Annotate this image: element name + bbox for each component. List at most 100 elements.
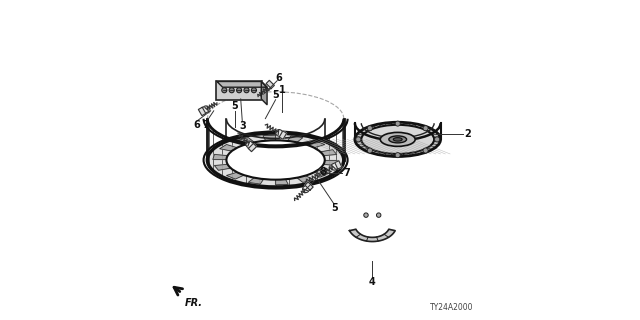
Polygon shape	[397, 140, 435, 149]
Polygon shape	[397, 140, 440, 142]
Polygon shape	[248, 178, 264, 184]
Polygon shape	[363, 140, 397, 151]
Text: 6: 6	[193, 120, 200, 130]
Circle shape	[252, 88, 257, 93]
Polygon shape	[387, 123, 397, 140]
Polygon shape	[276, 179, 288, 185]
Polygon shape	[227, 172, 244, 179]
Polygon shape	[367, 140, 397, 153]
Polygon shape	[358, 132, 397, 140]
Polygon shape	[305, 182, 313, 190]
Text: 3: 3	[239, 121, 246, 131]
Polygon shape	[397, 140, 420, 155]
Polygon shape	[375, 124, 397, 140]
Polygon shape	[355, 140, 397, 143]
Polygon shape	[356, 134, 397, 140]
Polygon shape	[397, 140, 431, 151]
Polygon shape	[397, 140, 437, 147]
Polygon shape	[355, 137, 397, 140]
Polygon shape	[397, 140, 401, 156]
Text: 5: 5	[332, 203, 338, 212]
Polygon shape	[287, 136, 303, 142]
Polygon shape	[198, 107, 206, 116]
Polygon shape	[397, 122, 404, 140]
Circle shape	[264, 84, 271, 91]
Circle shape	[222, 88, 227, 93]
Circle shape	[237, 88, 242, 93]
Circle shape	[276, 130, 282, 136]
Polygon shape	[307, 141, 324, 148]
FancyBboxPatch shape	[216, 81, 262, 100]
Polygon shape	[397, 140, 408, 156]
Ellipse shape	[227, 140, 324, 180]
Polygon shape	[397, 133, 438, 140]
Polygon shape	[365, 127, 397, 140]
Polygon shape	[394, 122, 397, 140]
Polygon shape	[361, 129, 397, 140]
Circle shape	[435, 137, 440, 142]
Polygon shape	[349, 229, 395, 242]
Polygon shape	[372, 140, 397, 154]
Polygon shape	[397, 140, 426, 153]
Text: 8: 8	[320, 167, 326, 177]
Polygon shape	[385, 140, 397, 156]
Circle shape	[376, 213, 381, 217]
Polygon shape	[381, 123, 397, 140]
Polygon shape	[324, 160, 339, 165]
Polygon shape	[217, 82, 267, 87]
Text: TY24A2000: TY24A2000	[430, 303, 474, 312]
Polygon shape	[248, 143, 257, 152]
Ellipse shape	[380, 132, 415, 146]
Polygon shape	[263, 135, 276, 141]
Circle shape	[317, 170, 323, 177]
Polygon shape	[237, 138, 254, 144]
Polygon shape	[397, 128, 433, 140]
Polygon shape	[370, 125, 397, 140]
Polygon shape	[297, 176, 314, 182]
Polygon shape	[397, 124, 417, 140]
Ellipse shape	[207, 133, 344, 187]
Text: 7: 7	[344, 169, 350, 179]
Ellipse shape	[389, 136, 406, 143]
Text: 4: 4	[369, 277, 376, 287]
Polygon shape	[266, 80, 275, 89]
Circle shape	[395, 153, 400, 158]
Text: 5: 5	[272, 90, 279, 100]
Circle shape	[367, 126, 372, 131]
Polygon shape	[357, 140, 397, 146]
Polygon shape	[378, 140, 397, 155]
Text: 2: 2	[464, 129, 471, 139]
Polygon shape	[397, 135, 440, 140]
Circle shape	[395, 121, 400, 126]
Polygon shape	[214, 164, 231, 170]
Text: 5: 5	[232, 101, 238, 111]
Polygon shape	[391, 140, 397, 156]
Polygon shape	[397, 138, 440, 140]
Polygon shape	[397, 125, 423, 140]
Polygon shape	[320, 167, 328, 176]
Circle shape	[331, 164, 338, 170]
Circle shape	[244, 88, 249, 93]
Polygon shape	[355, 140, 397, 141]
Circle shape	[246, 141, 253, 148]
Circle shape	[367, 148, 372, 153]
Text: 6: 6	[275, 73, 282, 83]
Text: FR.: FR.	[185, 298, 203, 308]
Polygon shape	[397, 123, 411, 140]
Polygon shape	[321, 150, 337, 156]
Polygon shape	[261, 82, 267, 105]
Ellipse shape	[393, 138, 402, 141]
Ellipse shape	[362, 125, 434, 154]
Circle shape	[364, 213, 368, 217]
Polygon shape	[397, 140, 415, 156]
Circle shape	[423, 148, 428, 153]
Polygon shape	[335, 161, 342, 169]
Polygon shape	[213, 155, 228, 160]
Circle shape	[356, 137, 361, 142]
Text: 1: 1	[279, 85, 286, 95]
Circle shape	[423, 126, 428, 131]
Circle shape	[203, 106, 209, 113]
Polygon shape	[397, 130, 436, 140]
Text: 7: 7	[202, 120, 209, 130]
Polygon shape	[397, 140, 440, 145]
